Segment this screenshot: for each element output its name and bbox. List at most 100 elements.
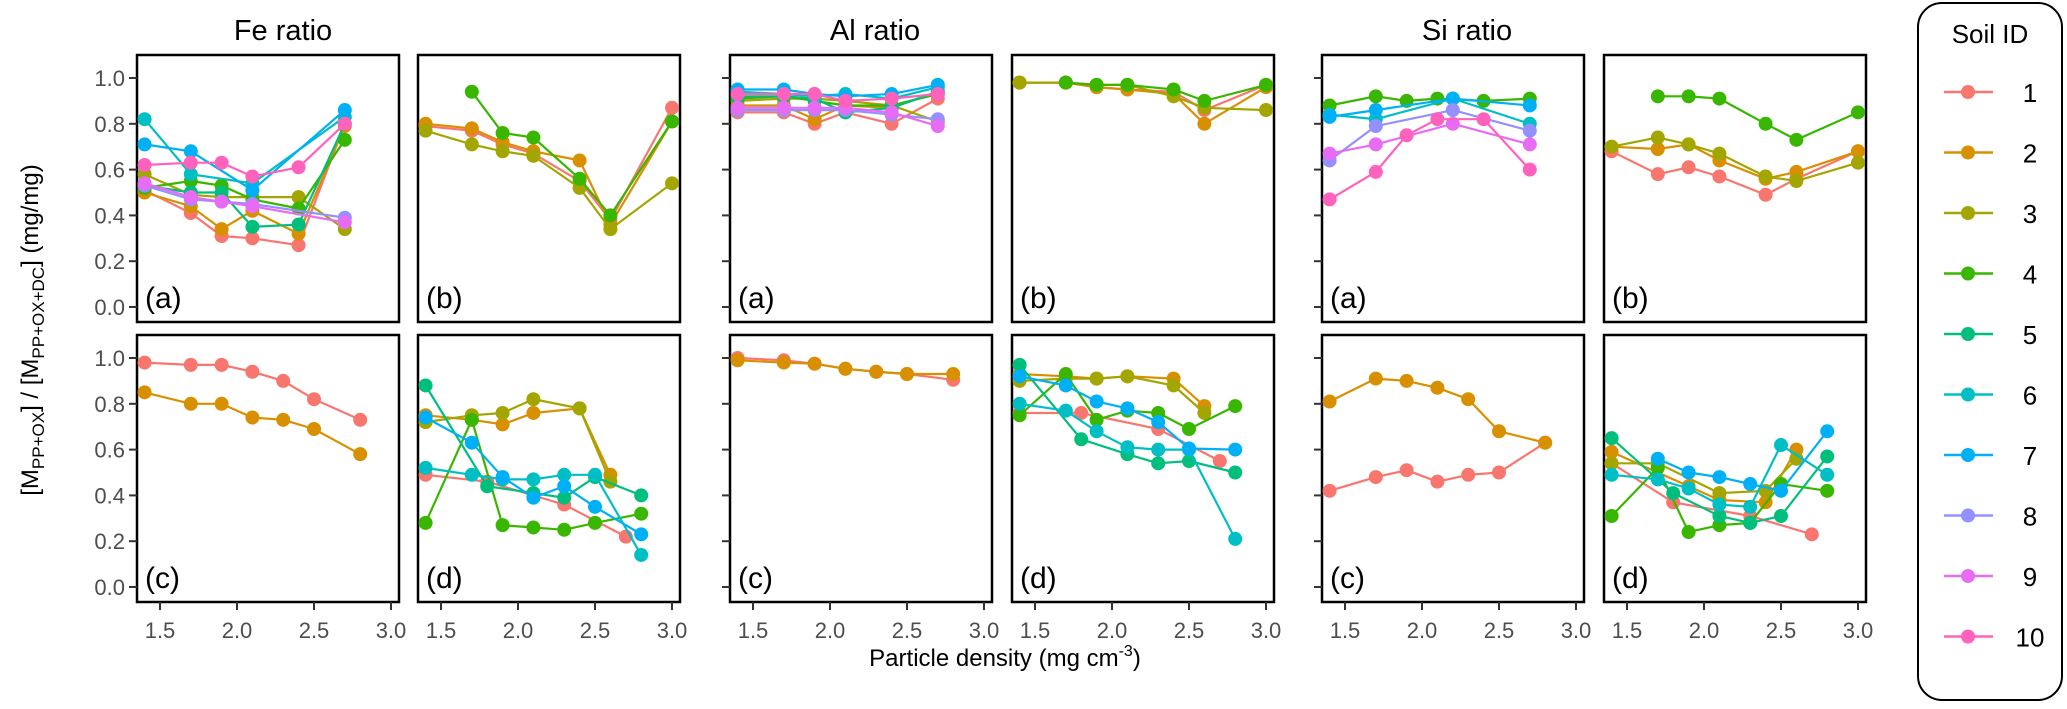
data-point — [337, 116, 352, 131]
data-point — [464, 435, 479, 450]
data-point — [634, 527, 649, 542]
data-point — [418, 378, 433, 393]
y-tick-label: 0.4 — [94, 203, 125, 228]
legend-label: 7 — [2023, 441, 2037, 471]
data-point — [1151, 442, 1166, 457]
data-point — [1089, 394, 1104, 409]
legend-item-3: 3 — [1944, 199, 2037, 229]
data-point — [1445, 103, 1460, 118]
x-tick-label: 2.0 — [1097, 618, 1128, 643]
data-point — [1461, 392, 1476, 407]
data-point — [1182, 441, 1196, 456]
x-tick-label: 2.0 — [1407, 618, 1438, 643]
data-point — [572, 171, 587, 186]
data-point — [464, 137, 479, 152]
x-tick-label: 1.5 — [426, 618, 457, 643]
data-point — [526, 148, 541, 163]
data-point — [183, 167, 198, 182]
panel-al-c: 1.5 2.0 2.5 3.0 (c) — [722, 333, 999, 643]
data-point — [183, 396, 198, 411]
x-tick-label: 2.0 — [815, 618, 846, 643]
legend-label: 4 — [2023, 260, 2037, 290]
y-tick-label: 0.8 — [94, 392, 125, 417]
data-point — [1712, 169, 1727, 184]
panel-fe-a: 0.0 0.2 0.4 0.6 0.8 1.0 (a) — [94, 53, 401, 324]
data-point — [1604, 139, 1619, 154]
panel-al-d: 1.5 2.0 2.5 3.0 (d) — [1010, 333, 1281, 643]
series-line — [144, 122, 346, 178]
legend-title: Soil ID — [1952, 19, 2029, 49]
panel-label: (a) — [145, 282, 182, 315]
data-point — [1538, 435, 1553, 450]
legend-label: 8 — [2023, 502, 2037, 532]
series-soil-1 — [137, 355, 368, 427]
series-soil-7 — [418, 410, 649, 542]
x-tick-label: 1.5 — [1612, 618, 1643, 643]
data-point — [1492, 424, 1506, 439]
data-point — [1681, 160, 1696, 175]
x-axis-label: Particle density (mg cm-3) — [869, 643, 1141, 672]
data-point — [946, 367, 961, 382]
data-point — [1012, 369, 1027, 384]
data-point — [1012, 396, 1027, 411]
x-tick-label: 3.0 — [376, 618, 407, 643]
legend-label: 9 — [2023, 562, 2037, 592]
data-point — [1681, 465, 1696, 480]
data-point — [1650, 451, 1665, 466]
data-point — [1681, 525, 1696, 540]
data-point — [1012, 75, 1027, 90]
y-tick-label: 0.2 — [94, 529, 125, 554]
series-soil-2 — [137, 385, 368, 462]
data-point — [1166, 82, 1181, 97]
data-point — [418, 515, 433, 530]
series-soil-10 — [137, 116, 352, 184]
data-point — [495, 470, 510, 485]
data-point — [526, 520, 541, 535]
data-point — [1368, 119, 1383, 134]
series-soil-10 — [730, 87, 945, 108]
data-point — [588, 499, 602, 514]
data-point — [526, 405, 541, 420]
legend-item-2: 2 — [1944, 139, 2037, 169]
data-point — [291, 238, 306, 253]
data-point — [1197, 93, 1212, 108]
data-point — [1012, 357, 1027, 372]
data-point — [1120, 440, 1135, 455]
data-point — [1058, 403, 1073, 418]
panel-al-b: (b) — [1010, 53, 1276, 324]
x-tick-label: 2.5 — [1766, 618, 1797, 643]
data-point — [1666, 486, 1681, 501]
data-point — [588, 467, 602, 482]
data-point — [245, 364, 260, 379]
data-point — [634, 506, 649, 521]
panel-label: (b) — [1612, 282, 1649, 315]
data-point — [137, 355, 152, 370]
legend-marker — [1961, 206, 1975, 220]
data-point — [1712, 91, 1727, 106]
legend-label: 3 — [2023, 199, 2037, 229]
data-point — [807, 356, 822, 371]
data-point — [137, 385, 152, 400]
data-point — [1604, 431, 1619, 446]
data-point — [245, 183, 260, 198]
data-point — [572, 153, 587, 168]
x-tick-label: 2.5 — [1174, 618, 1205, 643]
legend-marker — [1961, 508, 1975, 523]
series-soil-7 — [1650, 424, 1835, 498]
legend-marker — [1961, 569, 1975, 583]
data-point — [1089, 77, 1104, 92]
data-point — [307, 392, 321, 407]
data-point — [1774, 438, 1788, 453]
data-point — [337, 215, 352, 230]
data-point — [1058, 367, 1073, 382]
data-point — [557, 522, 572, 537]
data-point — [464, 412, 479, 427]
data-point — [1399, 128, 1414, 143]
series-line — [1329, 118, 1531, 201]
panel-frame — [416, 53, 682, 324]
data-point — [1368, 89, 1383, 104]
data-point — [1074, 405, 1089, 420]
panel-label: (d) — [1020, 562, 1057, 595]
data-point — [1789, 132, 1804, 147]
